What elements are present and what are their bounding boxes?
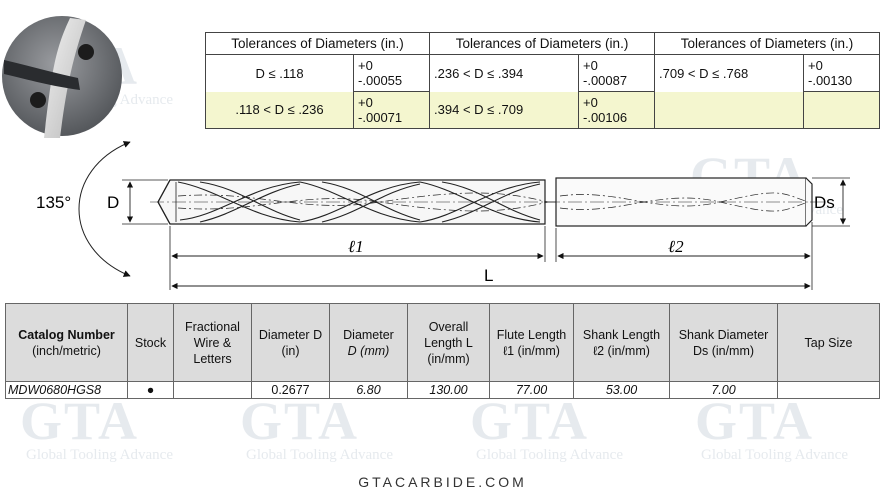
cell-fractional — [173, 381, 252, 399]
cell-flute-length: 77.00 — [489, 381, 574, 399]
header-tap-size: Tap Size — [777, 303, 880, 382]
table-row: MDW0680HGS8 ● 0.2677 6.80 130.00 77.00 5… — [5, 381, 880, 399]
tolerance-range: .394 < D ≤ .709 — [429, 91, 580, 129]
tolerance-header: Tolerances of Diameters (in.) — [204, 32, 431, 55]
cell-shank-length: 53.00 — [573, 381, 670, 399]
header-fractional: Fractional Wire & Letters — [173, 303, 252, 382]
tolerance-range: .118 < D ≤ .236 — [204, 91, 355, 129]
tolerance-header: Tolerances of Diameters (in.) — [654, 32, 880, 55]
footer-website: GTACARBIDE.COM — [358, 474, 527, 490]
header-shank-diameter: Shank Diameter Ds (in/mm) — [669, 303, 778, 382]
cell-overall-length: 130.00 — [407, 381, 490, 399]
flute-length-label: ℓ1 — [348, 237, 364, 256]
cell-diameter-mm: 6.80 — [329, 381, 408, 399]
angle-arc — [78, 141, 131, 277]
cell-diameter-in: 0.2677 — [251, 381, 330, 399]
tolerance-range: .709 < D ≤ .768 — [654, 54, 804, 92]
diameter-label: D — [107, 193, 119, 212]
tolerance-header: Tolerances of Diameters (in.) — [429, 32, 656, 55]
tolerance-value: +0 -.00130 — [803, 54, 880, 92]
overall-length-label: L — [484, 266, 493, 285]
tolerance-value — [803, 91, 880, 129]
cell-stock: ● — [127, 381, 174, 399]
cell-shank-diameter: 7.00 — [669, 381, 778, 399]
shank-length-label: ℓ2 — [668, 237, 684, 256]
header-stock: Stock — [127, 303, 174, 382]
spec-table: Catalog Number (inch/metric) Stock Fracti… — [5, 303, 880, 399]
tolerance-value: +0 -.00071 — [353, 91, 431, 129]
tolerance-range: .236 < D ≤ .394 — [429, 54, 580, 92]
angle-label: 135° — [36, 193, 71, 212]
tolerance-table: Tolerances of Diameters (in.) Tolerances… — [204, 32, 880, 129]
cell-tap-size — [777, 381, 880, 399]
header-shank-length: Shank Length ℓ2 (in/mm) — [573, 303, 670, 382]
drill-end-view-image — [2, 16, 122, 138]
header-diameter-in: Diameter D (in) — [251, 303, 330, 382]
tolerance-value: +0 -.00106 — [578, 91, 656, 129]
cell-catalog: MDW0680HGS8 — [5, 381, 128, 399]
header-overall-length: Overall Length L (in/mm) — [407, 303, 490, 382]
tolerance-range — [654, 91, 804, 129]
tolerance-value: +0 -.00055 — [353, 54, 431, 92]
header-diameter-mm: Diameter D (mm) — [329, 303, 408, 382]
header-catalog-number: Catalog Number (inch/metric) — [5, 303, 128, 382]
tolerance-range: D ≤ .118 — [204, 54, 355, 92]
header-flute-length: Flute Length ℓ1 (in/mm) — [489, 303, 574, 382]
tolerance-value: +0 -.00087 — [578, 54, 656, 92]
drill-technical-drawing: 135° D Ds ℓ1 ℓ2 L — [36, 141, 850, 290]
shank-diameter-label: Ds — [814, 193, 835, 212]
